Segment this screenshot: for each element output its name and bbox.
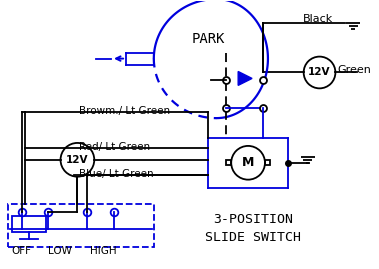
- Text: OFF: OFF: [12, 246, 32, 256]
- Text: Blue/ Lt Green: Blue/ Lt Green: [79, 169, 154, 179]
- Text: LOW: LOW: [48, 246, 72, 256]
- Text: Black: Black: [303, 14, 333, 24]
- Text: SLIDE SWITCH: SLIDE SWITCH: [205, 231, 301, 244]
- Polygon shape: [238, 72, 252, 85]
- Bar: [226, 160, 231, 165]
- Bar: [265, 160, 270, 165]
- Text: 3-POSITION: 3-POSITION: [213, 213, 293, 226]
- Text: Browm./ Lt Green: Browm./ Lt Green: [79, 106, 171, 116]
- Text: 12V: 12V: [66, 155, 89, 165]
- Text: Red/ Lt Green: Red/ Lt Green: [79, 142, 150, 152]
- Text: HIGH: HIGH: [90, 246, 116, 256]
- Bar: [12, 216, 45, 232]
- Text: Green: Green: [337, 65, 371, 76]
- Text: M: M: [242, 156, 254, 169]
- Bar: [8, 204, 154, 247]
- Text: 12V: 12V: [308, 68, 331, 77]
- Text: PARK: PARK: [192, 32, 225, 46]
